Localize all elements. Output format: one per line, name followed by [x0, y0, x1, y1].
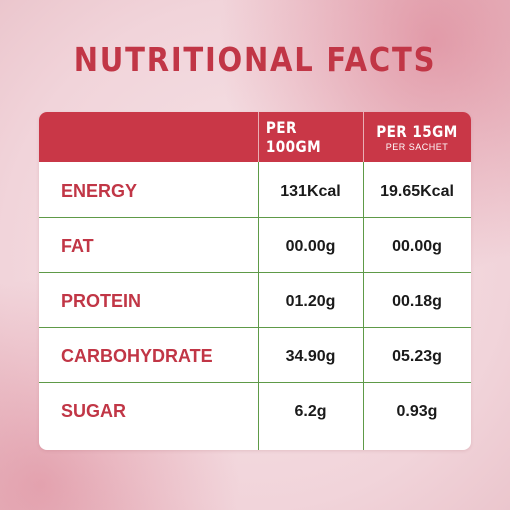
value-per-100gm: 131Kcal: [280, 182, 341, 200]
column-header-sublabel: PER SACHET: [385, 142, 449, 152]
header-divider: [258, 112, 259, 162]
row-divider: [39, 217, 471, 218]
nutrition-table: PER 100GM PER 15GM PER SACHET ENERGY 131…: [39, 112, 471, 450]
value-per-15gm: 00.18g: [392, 292, 442, 310]
table-header: [39, 112, 471, 162]
table-row-fat: FAT 00.00g 00.00g: [39, 219, 471, 274]
value-per-100gm: 6.2g: [294, 402, 327, 420]
row-label: SUGAR: [61, 401, 127, 421]
column-header-per-15gm: PER 15GM PER SACHET: [363, 112, 471, 162]
table-row-energy: ENERGY 131Kcal 19.65Kcal: [39, 164, 471, 219]
row-label: CARBOHYDRATE: [61, 346, 213, 366]
column-divider: [363, 162, 364, 450]
page-title: NUTRITIONAL FACTS: [73, 40, 437, 79]
column-header-label: PER 15GM: [376, 122, 458, 141]
row-label: PROTEIN: [61, 291, 142, 311]
table-row-carbohydrate: CARBOHYDRATE 34.90g 05.23g: [39, 329, 471, 384]
value-per-15gm: 0.93g: [396, 402, 438, 420]
row-label: ENERGY: [61, 181, 138, 201]
row-divider: [39, 382, 471, 383]
value-per-15gm: 00.00g: [392, 237, 442, 255]
row-divider: [39, 327, 471, 328]
value-per-100gm: 00.00g: [285, 237, 336, 255]
row-divider: [39, 272, 471, 273]
column-header-label: PER 100GM: [265, 118, 322, 156]
value-per-15gm: 05.23g: [392, 347, 442, 365]
header-divider: [363, 112, 364, 162]
table-row-protein: PROTEIN 01.20g 00.18g: [39, 274, 471, 329]
value-per-15gm: 19.65Kcal: [380, 182, 454, 200]
table-row-sugar: SUGAR 6.2g 0.93g: [39, 384, 471, 439]
value-per-100gm: 01.20g: [285, 292, 336, 310]
value-per-100gm: 34.90g: [285, 347, 336, 365]
column-header-per-100gm: PER 100GM: [258, 112, 363, 162]
column-divider: [258, 162, 259, 450]
row-label: FAT: [61, 236, 94, 256]
